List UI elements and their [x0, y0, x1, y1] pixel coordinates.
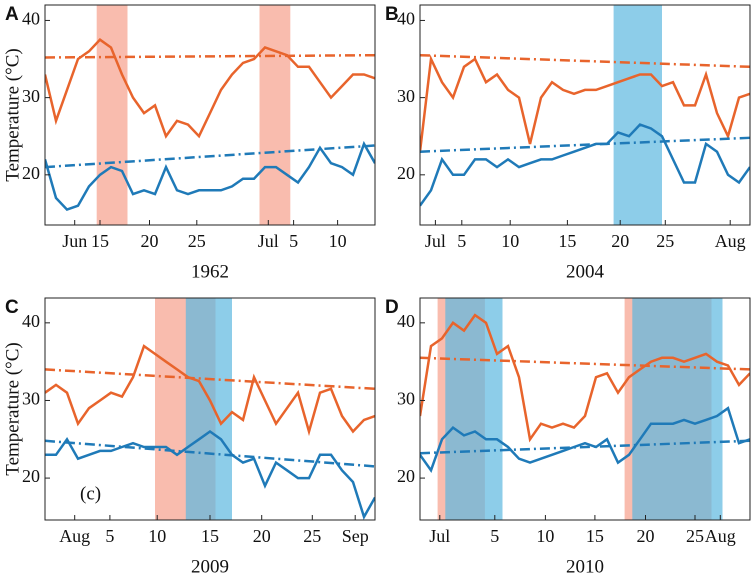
trend-line: [420, 53, 750, 69]
y-tick-label: 30: [397, 389, 415, 409]
x-tick-label: 15: [558, 231, 576, 251]
trend-line: [420, 136, 750, 153]
trend-line: [45, 368, 375, 391]
x-tick-label: Jul: [425, 231, 446, 251]
x-tick-label: Aug: [59, 526, 90, 546]
data-line: [420, 54, 750, 152]
y-axis-label: Temperature (°C): [2, 342, 23, 475]
y-tick-label: 30: [397, 86, 415, 106]
trend-line: [420, 439, 750, 455]
data-line: [45, 38, 375, 139]
plot-frame: [419, 4, 751, 226]
data-line: [420, 123, 750, 207]
data-line: [420, 313, 750, 443]
y-tick-label: 20: [22, 466, 40, 486]
x-tick-label: 15: [91, 231, 109, 251]
trend-line: [45, 439, 375, 468]
panel-label: A: [5, 4, 19, 25]
x-tick-label: Sep: [342, 526, 369, 546]
shaded-span: [632, 298, 723, 520]
x-tick-label: 10: [148, 526, 166, 546]
x-tick-label: 20: [253, 526, 271, 546]
y-tick-label: 30: [22, 86, 40, 106]
x-tick-label: 10: [501, 231, 519, 251]
y-tick-label: 20: [397, 466, 415, 486]
y-tick-label: 40: [22, 9, 40, 29]
x-tick-label: 20: [141, 231, 159, 251]
plot-frame: [419, 297, 751, 521]
x-tick-label: 5: [105, 526, 114, 546]
x-tick-label: 15: [201, 526, 219, 546]
data-line: [45, 429, 375, 520]
panel-label: C: [5, 297, 19, 318]
trend-line: [45, 144, 375, 169]
x-tick-label: 5: [457, 231, 466, 251]
shaded-span: [96, 5, 128, 225]
y-tick-label: 20: [397, 163, 415, 183]
data-line: [420, 406, 750, 473]
data-line: [45, 344, 375, 437]
x-tick-label: 25: [303, 526, 321, 546]
shaded-span: [185, 298, 232, 520]
annotation: (c): [80, 483, 101, 504]
trend-line: [420, 356, 750, 371]
x-tick-label: 25: [686, 526, 704, 546]
x-tick-label: 20: [637, 526, 655, 546]
y-tick-label: 20: [22, 163, 40, 183]
y-axis-label: Temperature (°C): [2, 48, 23, 181]
x-tick-label: 5: [289, 231, 298, 251]
trend-line: [45, 53, 375, 59]
x-tick-label: Aug: [715, 231, 746, 251]
x-tick-label: 20: [611, 231, 629, 251]
y-tick-label: 40: [22, 311, 40, 331]
x-axis-label: 2009: [191, 556, 229, 577]
shaded-span: [445, 298, 503, 520]
x-tick-label: 15: [586, 526, 604, 546]
x-tick-label: 10: [329, 231, 347, 251]
y-tick-label: 40: [397, 9, 415, 29]
x-tick-label: 5: [490, 526, 499, 546]
x-axis-label: 1962: [191, 261, 229, 282]
shaded-span: [613, 5, 662, 225]
plot-frame: [44, 4, 376, 226]
shaded-span: [259, 5, 291, 225]
x-tick-label: Jul: [429, 526, 450, 546]
x-axis-label: 2010: [566, 556, 604, 577]
x-tick-label: 25: [188, 231, 206, 251]
x-tick-label: 25: [656, 231, 674, 251]
x-tick-label: Aug: [705, 526, 736, 546]
x-axis-label: 2004: [566, 261, 605, 282]
x-tick-label: Jul: [258, 231, 279, 251]
panel-label: B: [385, 4, 399, 25]
data-line: [45, 140, 375, 212]
x-tick-label: Jun: [62, 231, 87, 251]
x-tick-label: 10: [536, 526, 554, 546]
panel-label: D: [385, 297, 399, 318]
y-tick-label: 40: [397, 311, 415, 331]
y-tick-label: 30: [22, 389, 40, 409]
